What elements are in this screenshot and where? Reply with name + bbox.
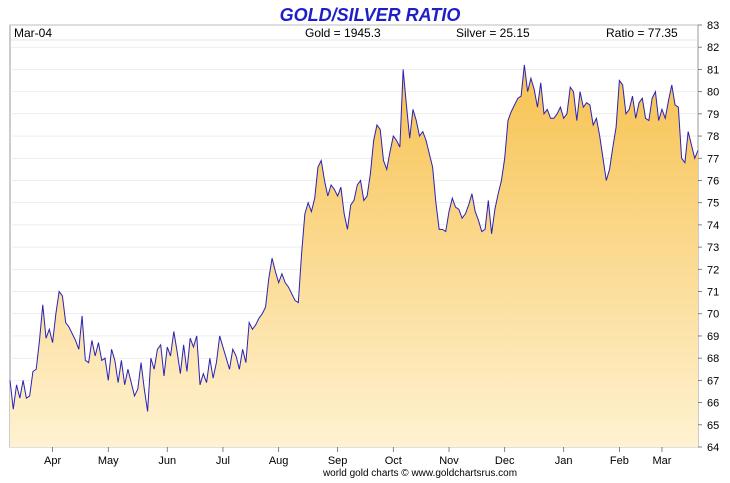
x-tick-label: Nov xyxy=(439,455,459,467)
y-tick-label: 66 xyxy=(707,398,719,410)
x-tick-label: Mar xyxy=(652,455,671,467)
x-tick-label: Jul xyxy=(216,455,230,467)
header-ratio: Ratio = 77.35 xyxy=(606,26,678,40)
y-tick-label: 79 xyxy=(707,109,719,121)
chart-title: GOLD/SILVER RATIO xyxy=(279,5,461,25)
y-tick-label: 76 xyxy=(707,175,719,187)
x-tick-label: Jun xyxy=(158,455,176,467)
y-tick-label: 71 xyxy=(707,287,719,299)
ratio-series-line xyxy=(9,64,699,412)
x-tick-label: Apr xyxy=(44,455,61,467)
y-tick-label: 81 xyxy=(707,64,719,76)
y-tick-label: 64 xyxy=(707,442,719,454)
x-tick-label: Aug xyxy=(269,455,289,467)
x-tick-label: Dec xyxy=(495,455,515,467)
y-tick-label: 78 xyxy=(707,131,719,143)
y-tick-label: 80 xyxy=(707,87,719,99)
y-tick-label: 72 xyxy=(707,264,719,276)
x-tick-label: Jan xyxy=(555,455,573,467)
x-tick-label: Sep xyxy=(328,455,348,467)
x-tick-label: May xyxy=(98,455,119,467)
y-tick-label: 74 xyxy=(707,220,719,232)
x-axis-ticks: Apr May Jun Jul Aug Sep Oct Nov Dec Jan Feb Mar xyxy=(44,447,672,467)
y-tick-label: 67 xyxy=(707,375,719,387)
y-tick-label: 70 xyxy=(707,309,719,321)
header-gold: Gold = 1945.3 xyxy=(305,26,381,40)
y-tick-label: 68 xyxy=(707,353,719,365)
y-tick-label: 75 xyxy=(707,198,719,210)
y-tick-label: 82 xyxy=(707,42,719,54)
x-tick-label: Oct xyxy=(385,455,402,467)
y-tick-label: 77 xyxy=(707,153,719,165)
header-silver: Silver = 25.15 xyxy=(456,26,530,40)
y-tick-label: 69 xyxy=(707,331,719,343)
y-axis-ticks: 64 65 66 67 68 69 70 71 72 73 74 75 76 77 78 79 80 81 82 83 xyxy=(698,20,719,454)
footer-credit: world gold charts © www.goldchartsrus.co… xyxy=(322,468,517,479)
x-tick-label: Feb xyxy=(610,455,629,467)
y-tick-label: 73 xyxy=(707,242,719,254)
y-tick-label: 83 xyxy=(707,20,719,32)
header-date: Mar-04 xyxy=(14,26,52,40)
y-tick-label: 65 xyxy=(707,420,719,432)
ratio-area-fill xyxy=(10,64,698,447)
